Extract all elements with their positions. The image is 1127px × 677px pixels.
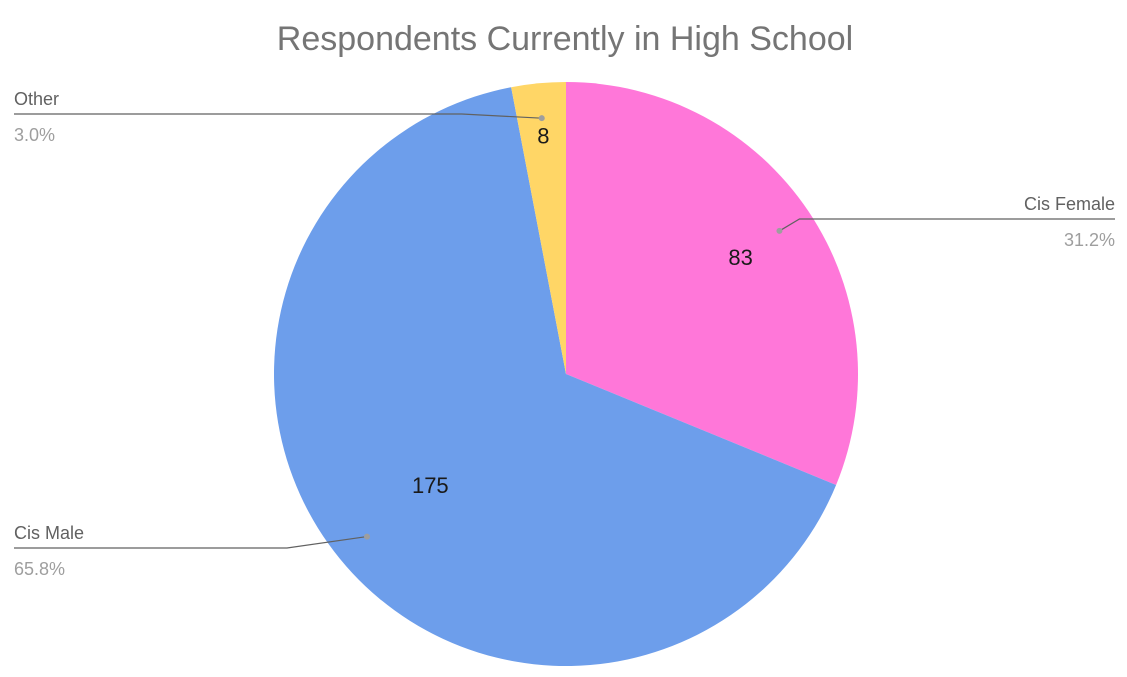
legend-percent-other: 3.0% — [14, 125, 55, 145]
leader-dot-other — [538, 115, 545, 122]
leader-dot-cis-female — [776, 227, 783, 234]
pie-slices — [274, 82, 858, 667]
leader-line-cis-male — [14, 535, 368, 549]
legend-percent-cis-female: 31.2% — [1064, 230, 1115, 250]
pie-slice-cis-male — [274, 87, 837, 667]
leader-line-cis-female — [779, 218, 1115, 232]
leader-dot-cis-male — [364, 533, 371, 540]
legend-name-cis-female: Cis Female — [1024, 194, 1115, 214]
slice-value-cis-male: 175 — [412, 473, 449, 498]
slice-value-other: 8 — [537, 124, 549, 149]
pie-slice-cis-female — [566, 82, 858, 485]
legend-name-other: Other — [14, 89, 59, 109]
slice-legend-labels: Cis Female 31.2% Cis Male 65.8% Other 3.0% — [14, 89, 1115, 579]
leader-lines — [14, 113, 1115, 549]
pie-slice-other — [511, 82, 566, 374]
slice-value-cis-female: 83 — [728, 245, 752, 270]
legend-name-cis-male: Cis Male — [14, 523, 84, 543]
legend-percent-cis-male: 65.8% — [14, 559, 65, 579]
slice-value-labels: 83 175 8 — [412, 124, 753, 498]
chart-title: Respondents Currently in High School — [277, 20, 853, 58]
leader-line-other — [14, 113, 542, 119]
